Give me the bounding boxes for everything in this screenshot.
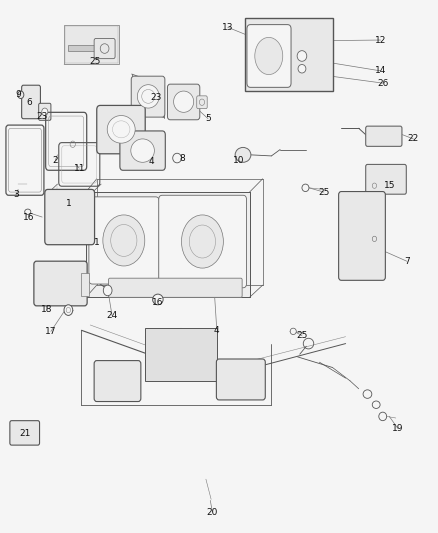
Text: 18: 18 — [41, 304, 52, 313]
Text: 5: 5 — [205, 114, 211, 123]
Text: 21: 21 — [19, 430, 30, 439]
FancyBboxPatch shape — [216, 359, 265, 400]
Ellipse shape — [103, 215, 145, 266]
Text: 4: 4 — [148, 157, 154, 166]
Text: 4: 4 — [214, 326, 219, 335]
FancyBboxPatch shape — [34, 261, 87, 306]
FancyBboxPatch shape — [167, 84, 200, 120]
Ellipse shape — [18, 91, 24, 99]
Text: 19: 19 — [392, 424, 404, 433]
Ellipse shape — [372, 401, 380, 408]
Text: 10: 10 — [233, 156, 244, 165]
Ellipse shape — [173, 154, 181, 163]
Bar — [145, 328, 217, 381]
FancyBboxPatch shape — [45, 189, 95, 245]
Text: 15: 15 — [384, 181, 395, 190]
Text: 25: 25 — [296, 331, 307, 340]
Text: 3: 3 — [13, 190, 19, 199]
Ellipse shape — [290, 328, 296, 335]
FancyBboxPatch shape — [94, 38, 115, 59]
Bar — [245, 18, 332, 91]
Text: 16: 16 — [23, 213, 35, 222]
Text: 12: 12 — [375, 36, 386, 45]
Text: 6: 6 — [26, 98, 32, 107]
Text: 26: 26 — [377, 78, 389, 87]
Ellipse shape — [25, 209, 31, 214]
FancyBboxPatch shape — [109, 278, 242, 297]
Ellipse shape — [181, 215, 223, 268]
FancyBboxPatch shape — [10, 421, 39, 445]
Ellipse shape — [152, 294, 163, 305]
Text: 16: 16 — [152, 298, 164, 307]
Ellipse shape — [363, 390, 372, 398]
Ellipse shape — [302, 184, 309, 191]
Ellipse shape — [298, 64, 306, 73]
FancyBboxPatch shape — [159, 195, 247, 288]
Ellipse shape — [255, 37, 283, 75]
Text: 7: 7 — [404, 257, 410, 265]
Text: 25: 25 — [89, 57, 100, 66]
Ellipse shape — [297, 51, 307, 61]
FancyBboxPatch shape — [39, 103, 51, 120]
Text: 8: 8 — [179, 154, 185, 163]
FancyBboxPatch shape — [131, 76, 165, 117]
Polygon shape — [86, 192, 250, 297]
FancyBboxPatch shape — [94, 361, 141, 401]
Text: 1: 1 — [66, 199, 71, 208]
Bar — [65, 26, 118, 63]
FancyBboxPatch shape — [21, 85, 40, 119]
Text: 9: 9 — [15, 90, 21, 99]
FancyBboxPatch shape — [247, 25, 291, 87]
Text: 17: 17 — [45, 327, 57, 336]
Ellipse shape — [107, 116, 135, 143]
FancyBboxPatch shape — [89, 197, 159, 284]
Text: 1: 1 — [94, 238, 99, 247]
FancyBboxPatch shape — [366, 126, 402, 147]
Ellipse shape — [173, 91, 194, 112]
Text: 20: 20 — [207, 507, 218, 516]
Text: 13: 13 — [222, 23, 233, 32]
Ellipse shape — [42, 108, 48, 116]
Text: 2: 2 — [53, 156, 58, 165]
Ellipse shape — [64, 305, 73, 316]
FancyBboxPatch shape — [366, 165, 406, 194]
Ellipse shape — [235, 148, 251, 163]
FancyBboxPatch shape — [120, 131, 165, 170]
Ellipse shape — [103, 285, 112, 296]
Text: 25: 25 — [318, 188, 329, 197]
Bar — [81, 273, 89, 296]
FancyBboxPatch shape — [197, 96, 207, 109]
Text: 24: 24 — [106, 311, 118, 320]
Text: 22: 22 — [408, 134, 419, 143]
Text: 14: 14 — [375, 67, 386, 75]
Bar — [68, 45, 97, 51]
Text: 23: 23 — [36, 112, 48, 121]
Text: 11: 11 — [74, 164, 85, 173]
Text: 23: 23 — [150, 93, 161, 102]
Ellipse shape — [379, 412, 387, 421]
Bar — [64, 25, 119, 64]
FancyBboxPatch shape — [339, 191, 385, 280]
Ellipse shape — [131, 139, 154, 163]
FancyBboxPatch shape — [97, 106, 145, 154]
Ellipse shape — [138, 85, 159, 108]
